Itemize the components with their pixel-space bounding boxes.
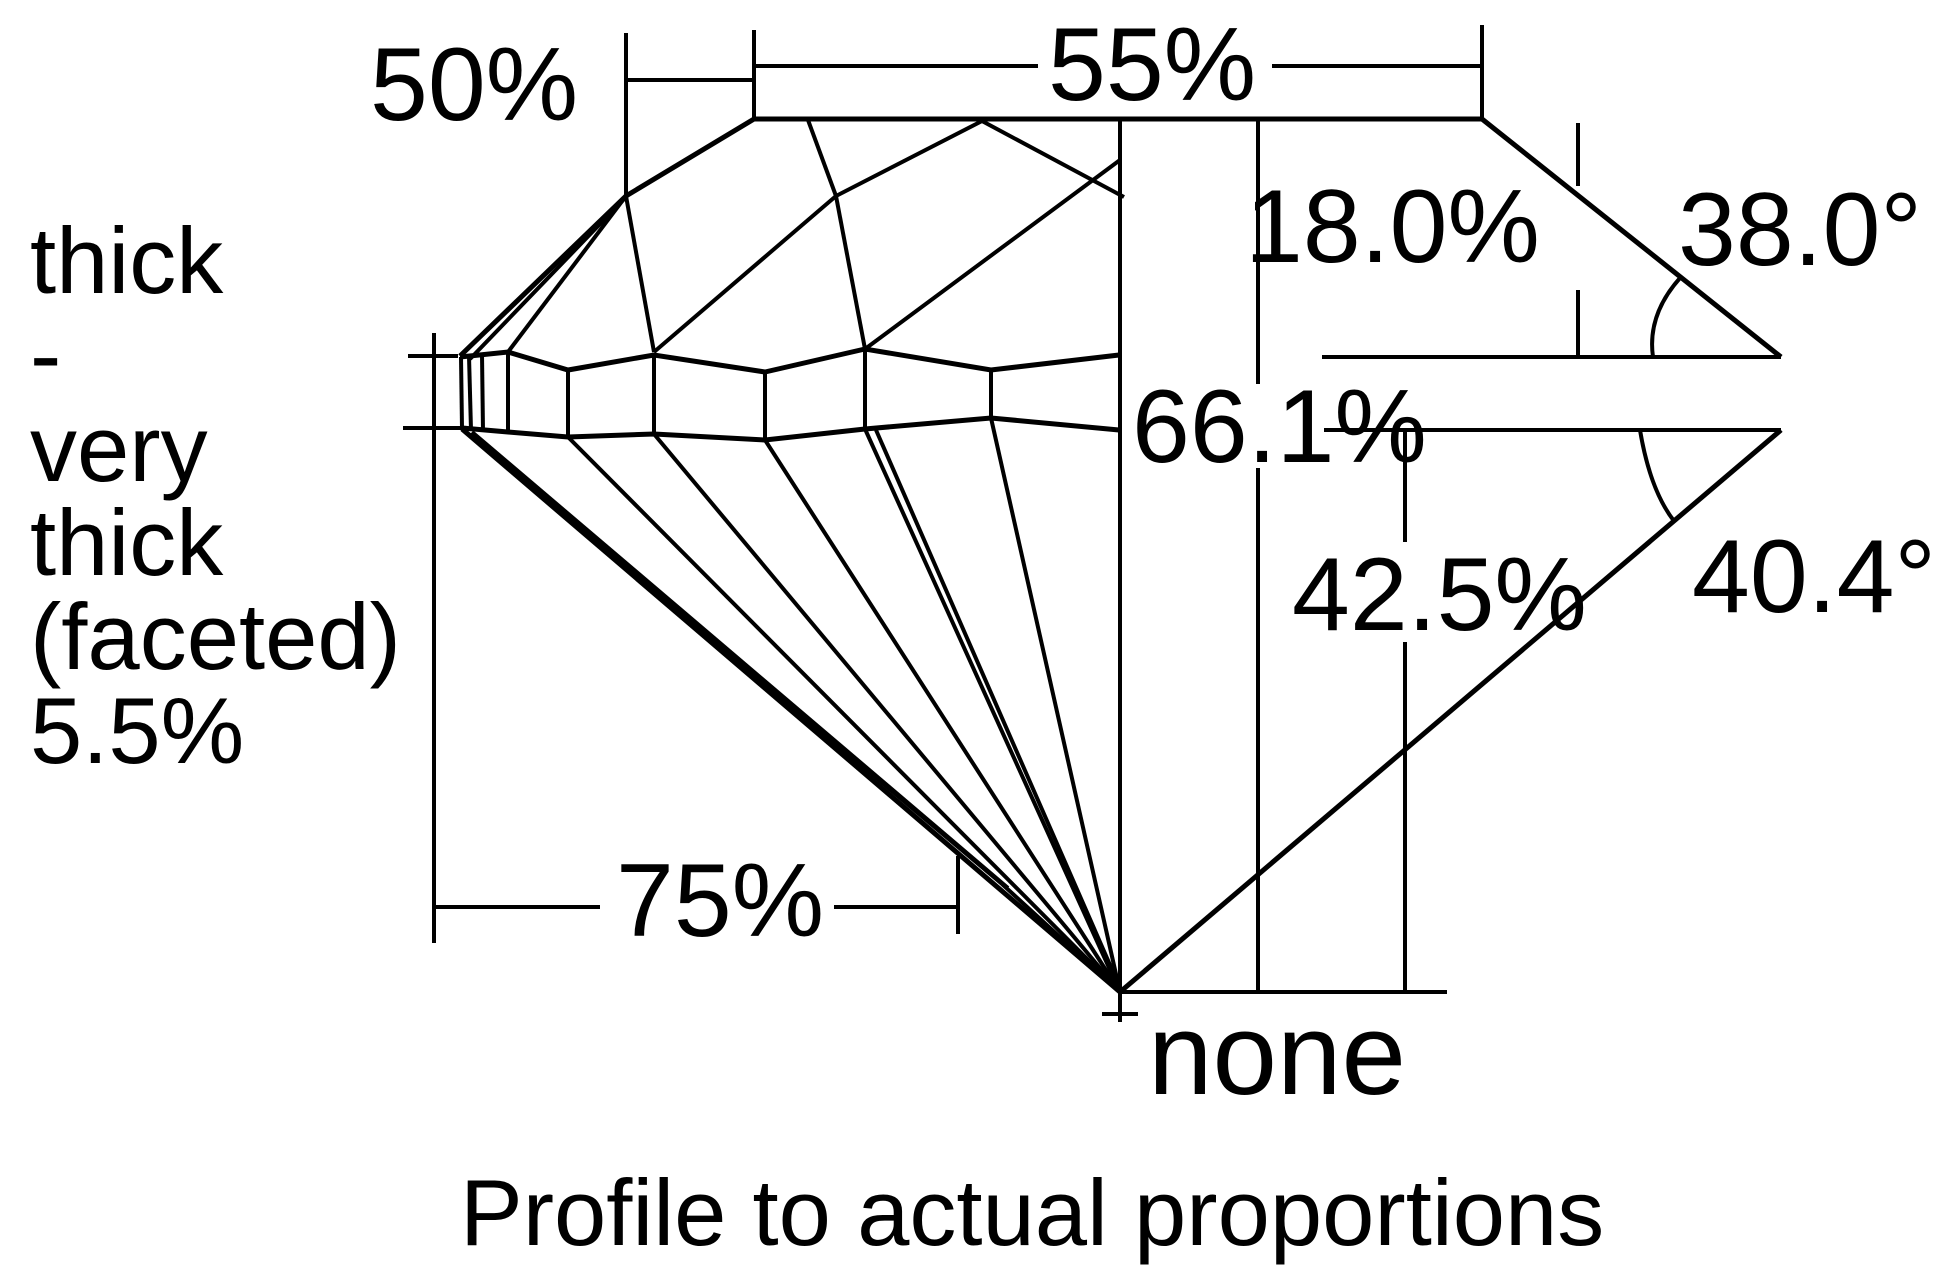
crown-facet-edge <box>652 194 838 354</box>
pavilion-angle-arc <box>1638 429 1676 523</box>
girdle-desc-line6: 5.5% <box>30 678 244 783</box>
girdle-facet-line <box>480 353 485 432</box>
crown-angle-label: 38.0° <box>1678 172 1922 288</box>
pavilion-facet-edge <box>989 417 1122 993</box>
crown-slope-right <box>1480 117 1783 359</box>
crown-height-label: 18.0% <box>1245 169 1540 285</box>
pavilion-facet-edge <box>566 435 1122 994</box>
labels: 50% 55% 18.0% 38.0° 66.1% 42.5% 40.4° 75… <box>30 7 1936 1265</box>
crown-silhouette-left <box>458 116 756 358</box>
pavilion-facets <box>462 417 1123 994</box>
crown-facet-edge <box>506 194 628 354</box>
pavilion-facet-edge <box>470 430 1010 890</box>
girdle-desc-line3: very <box>30 396 208 501</box>
crown-facet-edge <box>806 119 838 197</box>
pavilion-slope-right <box>1118 428 1783 994</box>
pavilion-facet-edge <box>874 429 1123 991</box>
crown-facet-edge <box>624 195 656 353</box>
girdle-top-edge <box>459 346 1120 375</box>
dimension-lines <box>403 25 1781 1022</box>
diagram-title: Profile to actual proportions <box>460 1160 1604 1265</box>
girdle-facets <box>459 349 993 440</box>
crown-facet-edge <box>468 195 628 361</box>
pavilion-facet-edge <box>652 432 1122 994</box>
crown-facets <box>468 119 1125 361</box>
pavilion-facet-edge <box>863 428 1122 993</box>
girdle-facet-line <box>459 356 464 429</box>
girdle-bottom-edge <box>461 415 1120 443</box>
girdle-desc-line2: - <box>30 302 61 407</box>
girdle-desc-line5: (faceted) <box>30 584 401 689</box>
girdle-description-block: thick - very thick (faceted) 5.5% <box>30 208 401 783</box>
total-depth-label: 66.1% <box>1132 369 1427 485</box>
table-size-label: 55% <box>1048 7 1256 123</box>
crown-angle-arc <box>1650 276 1682 358</box>
lower-girdle-label: 75% <box>616 843 824 959</box>
girdle-desc-line4: thick <box>30 490 224 595</box>
girdle-facet-line <box>467 355 473 431</box>
pavilion-facet-edge <box>763 438 1122 994</box>
crown-facet-edge <box>834 195 867 350</box>
girdle-desc-line1: thick <box>30 208 224 313</box>
pavilion-angle-label: 40.4° <box>1692 519 1936 635</box>
crown-facet-edge <box>863 158 1122 351</box>
crown-facet-edge <box>981 119 1125 199</box>
star-length-label: 50% <box>370 27 578 143</box>
culet-label: none <box>1148 989 1406 1119</box>
crown-facet-edge <box>835 119 983 198</box>
